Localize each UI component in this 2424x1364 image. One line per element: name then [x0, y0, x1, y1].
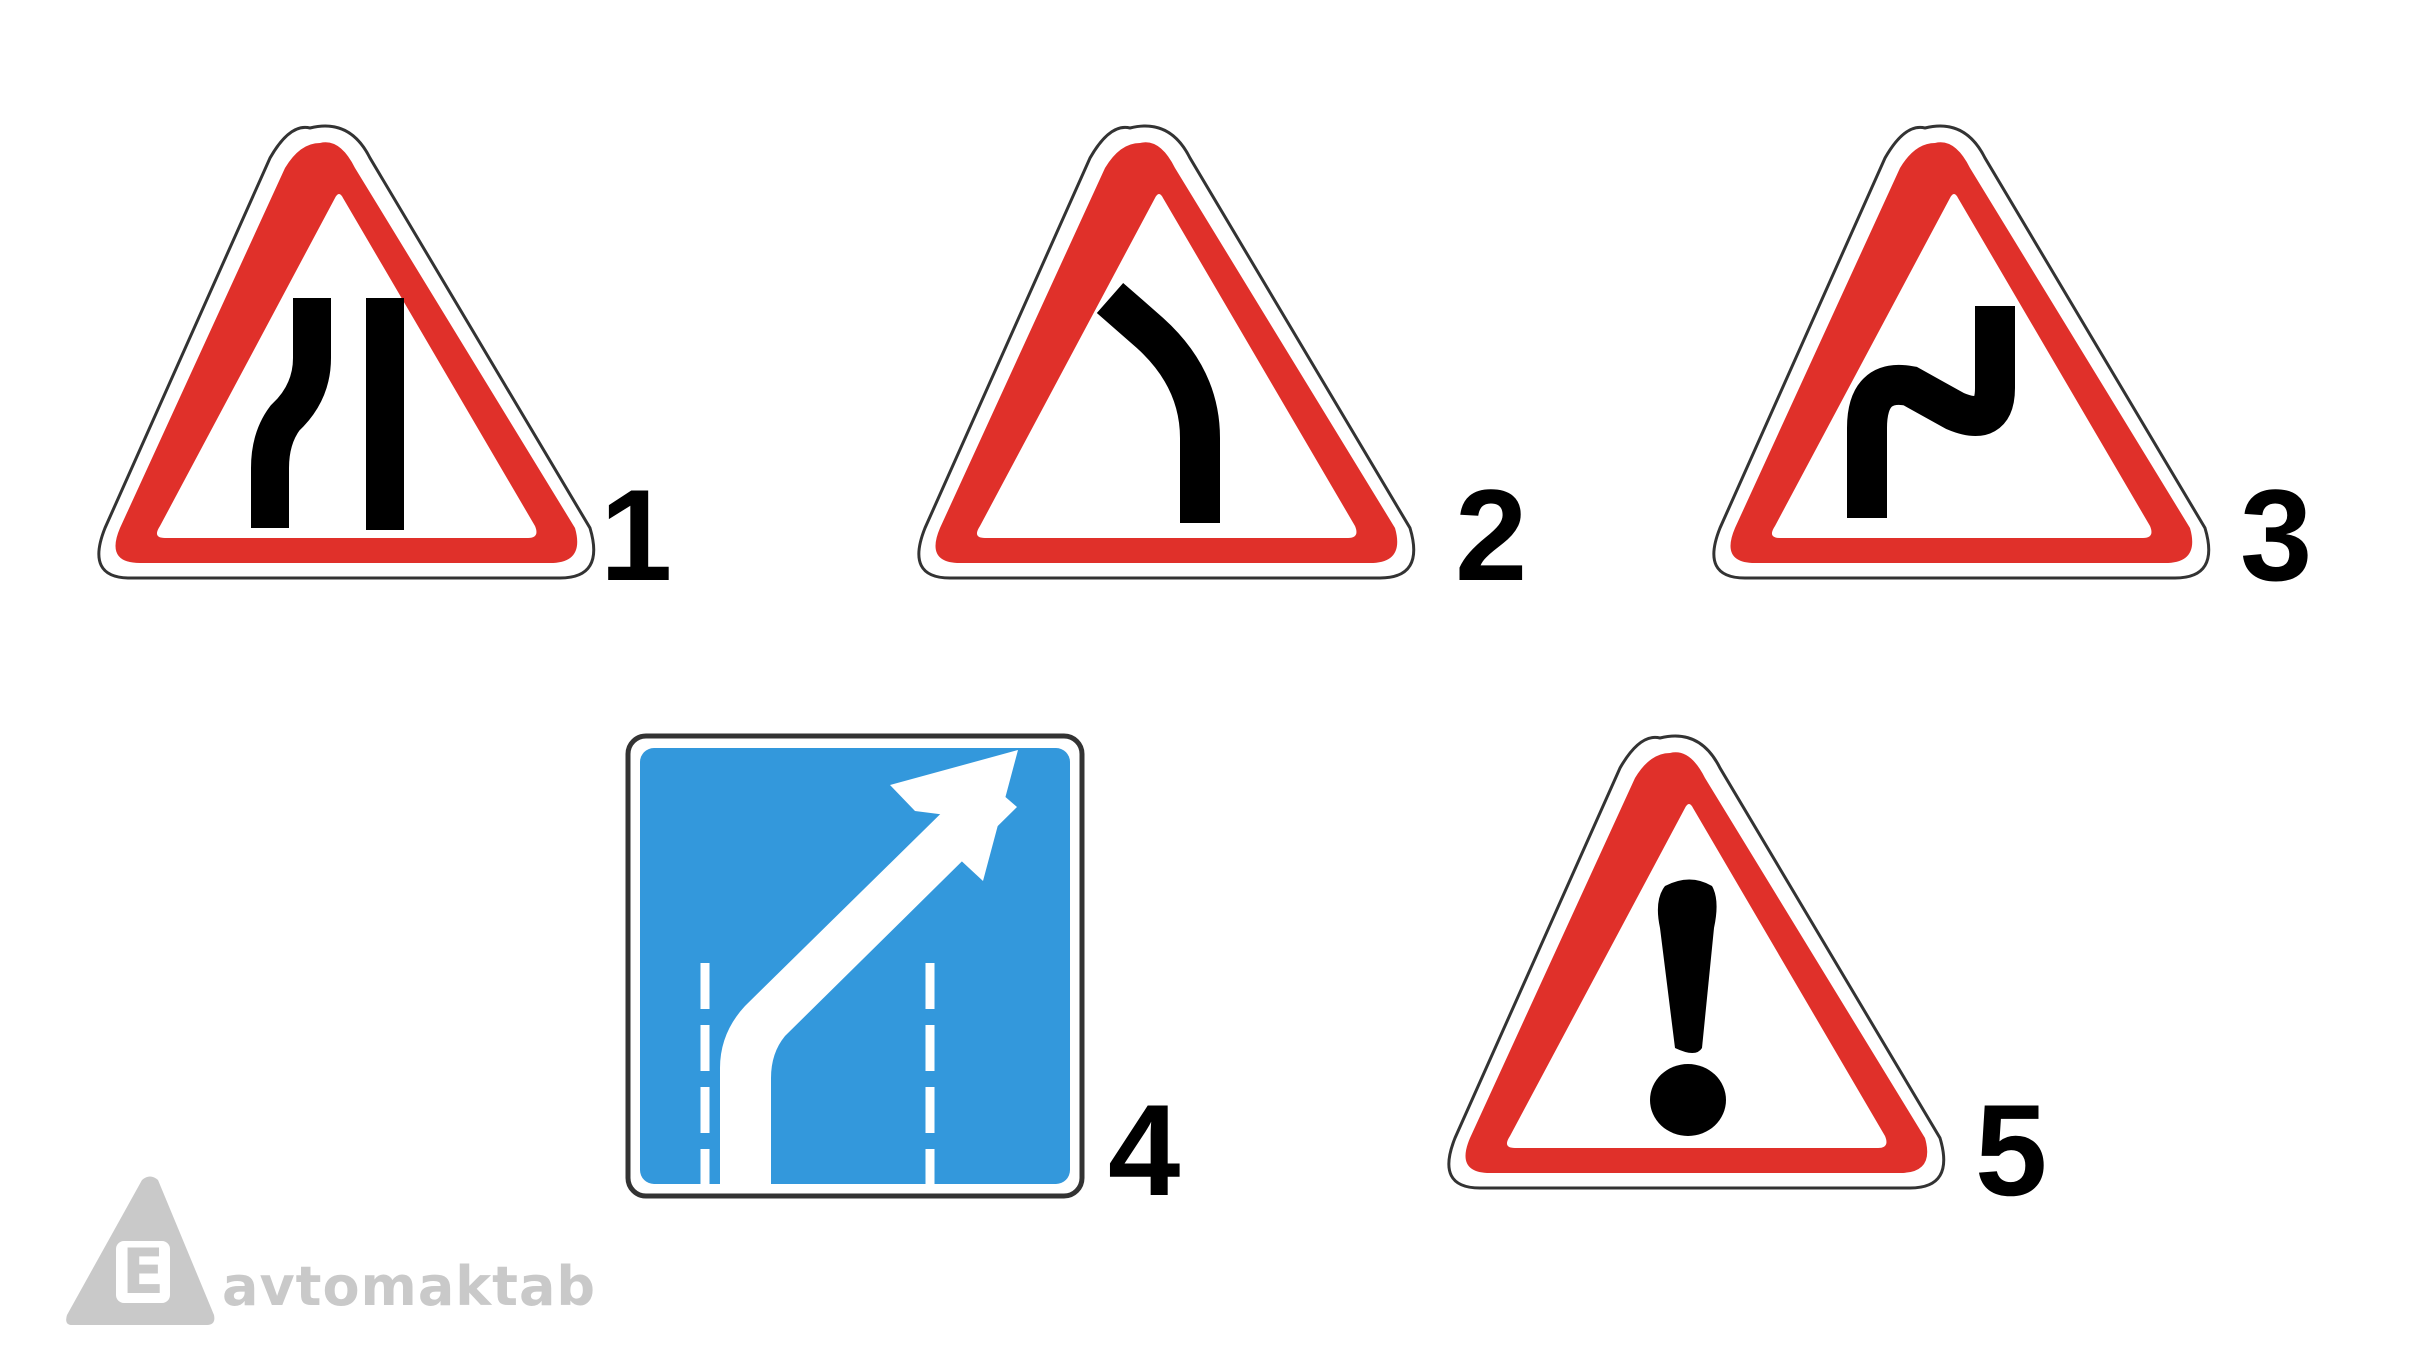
avtomaktab-logo: E	[66, 1176, 215, 1325]
sign-number: 5	[1975, 1077, 2048, 1223]
sign-3	[1705, 118, 2225, 588]
logo-text: avtomaktab	[222, 1255, 597, 1318]
lane-shift-right-icon	[625, 733, 1085, 1199]
sign-1	[90, 118, 610, 588]
sign-2	[910, 118, 1430, 588]
sign-number: 2	[1455, 462, 1528, 608]
bend-left-icon	[917, 124, 1416, 580]
sign-number: 4	[1108, 1077, 1181, 1223]
sign-5	[1440, 728, 1960, 1198]
sign-number: 3	[2240, 462, 2313, 608]
sign-4	[625, 733, 1085, 1203]
double-bend-icon	[1712, 124, 2211, 580]
sign-number: 1	[600, 462, 673, 608]
exclamation-danger-icon	[1447, 734, 1946, 1190]
road-narrows-left-icon	[97, 124, 596, 580]
logo-letter: E	[122, 1235, 164, 1308]
